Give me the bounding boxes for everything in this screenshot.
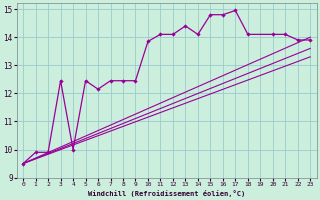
X-axis label: Windchill (Refroidissement éolien,°C): Windchill (Refroidissement éolien,°C)	[88, 190, 245, 197]
